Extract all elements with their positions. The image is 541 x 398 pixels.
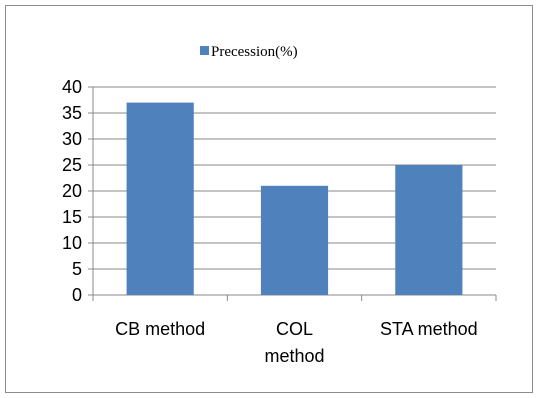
y-tick-label: 35 bbox=[62, 103, 82, 123]
x-category-label: STA method bbox=[380, 319, 478, 339]
bar-1 bbox=[260, 185, 329, 295]
bars bbox=[126, 102, 463, 295]
y-axis-tick-labels: 0 5 10 15 20 25 30 35 40 bbox=[62, 77, 82, 305]
legend: Precession(%) bbox=[200, 44, 298, 60]
y-tick-label: 0 bbox=[72, 285, 82, 305]
bar-0 bbox=[126, 102, 194, 295]
y-tick-label: 25 bbox=[62, 155, 82, 175]
x-axis-category-labels: CB method COL method STA method bbox=[115, 319, 478, 366]
legend-swatch bbox=[200, 46, 209, 55]
x-category-label: CB method bbox=[115, 319, 205, 339]
legend-label: Precession(%) bbox=[211, 44, 298, 60]
y-tick-label: 5 bbox=[72, 259, 82, 279]
y-tick-label: 10 bbox=[62, 233, 82, 253]
x-category-label: COL method bbox=[264, 319, 324, 366]
y-tick-label: 40 bbox=[62, 77, 82, 97]
bar-2 bbox=[395, 165, 463, 295]
y-tick-label: 15 bbox=[62, 207, 82, 227]
y-tick-label: 30 bbox=[62, 129, 82, 149]
y-tick-label: 20 bbox=[62, 181, 82, 201]
